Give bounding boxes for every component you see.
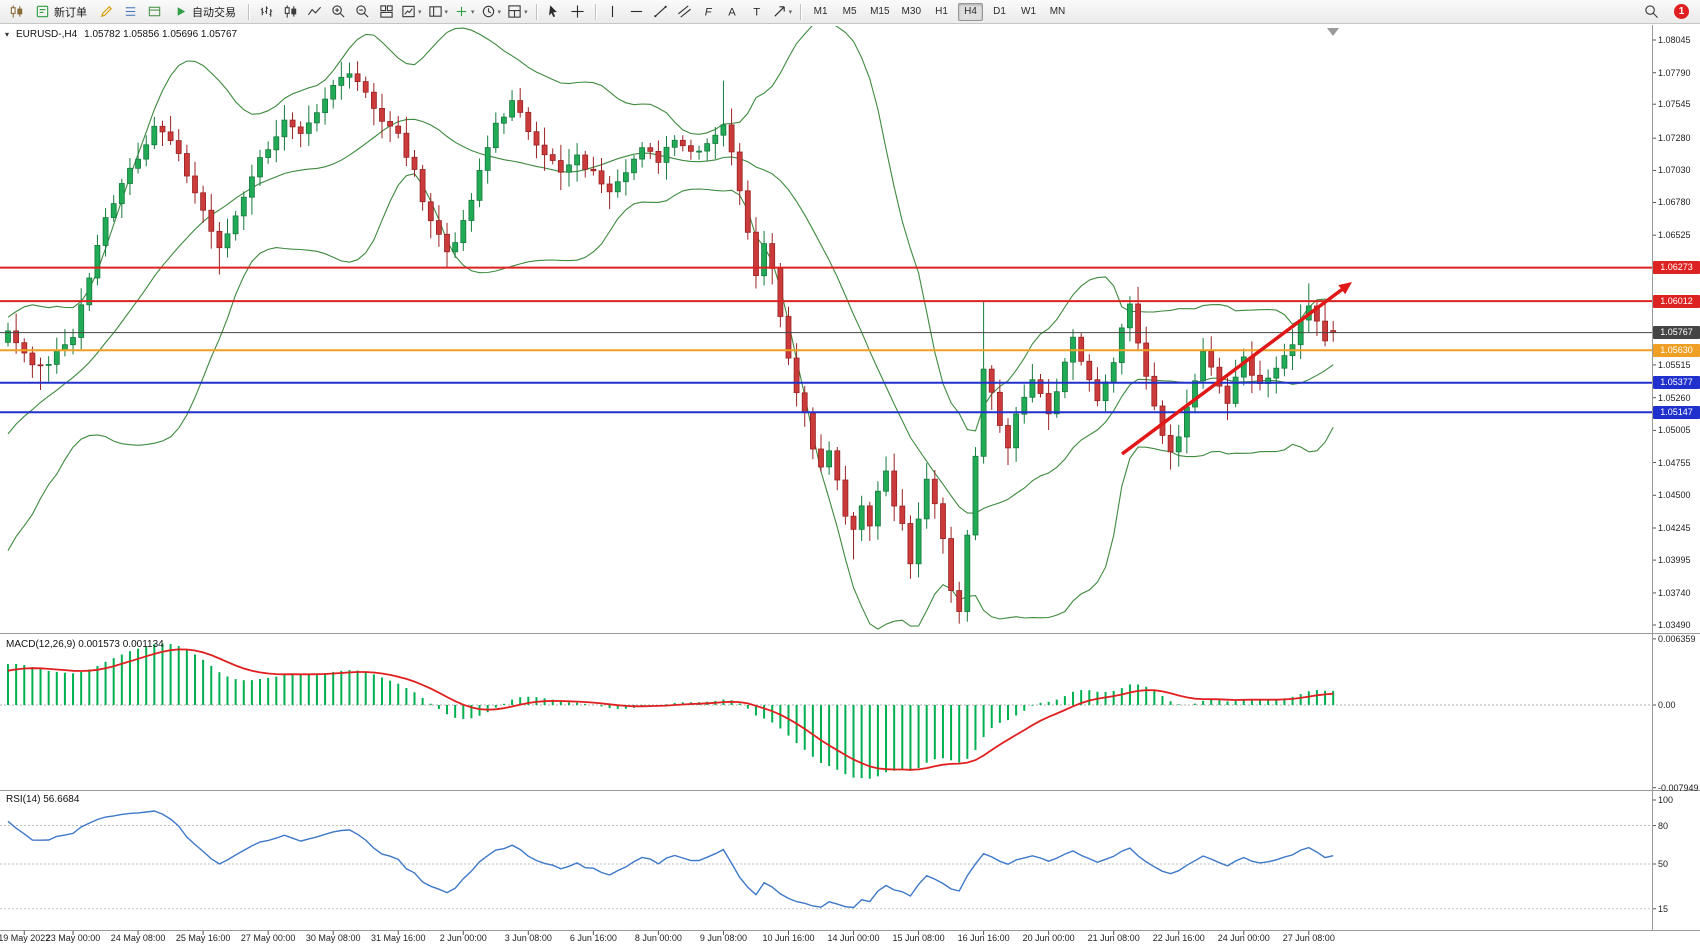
horizontal-line-icon-glyph <box>630 10 643 13</box>
toolbar-separator <box>535 3 537 20</box>
price-chart <box>5 26 1337 630</box>
horizontal-line-icon[interactable] <box>626 2 648 22</box>
new-chart-icon-dropdown[interactable]: ▾ <box>418 8 422 16</box>
svg-text:F: F <box>705 7 713 19</box>
indicators-icon-glyph <box>456 6 467 17</box>
trendline-icon-glyph <box>654 5 667 18</box>
bollinger-upper-band <box>7 26 1334 432</box>
trend-arrow-head[interactable] <box>1338 282 1352 295</box>
line-chart-mode-icon[interactable] <box>303 2 325 22</box>
crosshair-icon-glyph <box>571 5 584 18</box>
zoom-out-icon-glyph <box>355 5 369 18</box>
candles <box>5 61 1337 624</box>
macd-signal-line <box>7 648 1334 771</box>
candlestick-mode-icon-glyph <box>284 5 296 18</box>
vertical-line-icon[interactable] <box>602 2 624 22</box>
macd-panel <box>0 643 1652 779</box>
data-window-icon-glyph <box>148 6 160 17</box>
bar-chart-mode-icon-glyph <box>260 6 272 17</box>
text-label-icon[interactable]: T <box>746 2 768 22</box>
notification-badge[interactable]: 1 <box>1674 4 1689 19</box>
zoom-in-icon[interactable] <box>327 2 349 22</box>
timeframe-w1-button[interactable]: W1 <box>1021 6 1036 17</box>
profiles-icon-dropdown[interactable]: ▾ <box>444 8 449 16</box>
timeframe-d1-button[interactable]: D1 <box>993 6 1006 17</box>
tile-windows-icon[interactable] <box>375 2 397 22</box>
crosshair-icon[interactable] <box>567 2 589 22</box>
autotrading-button-label: 自动交易 <box>192 6 236 19</box>
templates-icon-glyph <box>508 5 521 18</box>
channel-icon-glyph <box>678 5 692 18</box>
timeframe-m30-button[interactable]: M30 <box>901 6 921 17</box>
new-order-button-glyph <box>36 5 49 18</box>
timeframe-m5-button[interactable]: M5 <box>842 6 857 17</box>
new-chart-icon-glyph <box>402 5 415 18</box>
zoom-in-icon-glyph <box>331 5 345 18</box>
indicators-icon-dropdown[interactable]: ▾ <box>471 8 475 16</box>
chart-shift-marker <box>1327 28 1339 36</box>
periods-icon-dropdown[interactable]: ▾ <box>497 8 502 16</box>
vertical-line-icon-glyph <box>612 5 614 18</box>
trend-arrow-line[interactable] <box>1120 285 1346 456</box>
app-chart-icon[interactable] <box>5 2 27 22</box>
trendline-icon[interactable] <box>650 2 672 22</box>
new-order-button[interactable]: 新订单 <box>29 2 93 22</box>
timeframe-mn-button[interactable]: MN <box>1049 6 1066 17</box>
metaeditor-icon[interactable] <box>95 2 117 22</box>
search-button[interactable] <box>1640 2 1662 22</box>
periods-icon-glyph <box>482 5 494 18</box>
fibonacci-icon[interactable]: F <box>698 2 720 22</box>
main-toolbar: 新订单 自动交易 ▾ ▾ ▾ ▾ ▾ F A T ▾ M1 M5 M15 M30 H1 H4 D1 W1 MN 1 <box>0 0 1700 24</box>
autotrading-button-glyph <box>177 7 186 16</box>
text-icon[interactable]: A <box>722 2 744 22</box>
arrows-icon-glyph <box>773 6 785 17</box>
bollinger-lower-band <box>7 173 1334 630</box>
rsi-line <box>7 810 1334 909</box>
bar-chart-mode-icon[interactable] <box>255 2 277 22</box>
periods-icon[interactable]: ▾ <box>479 2 504 22</box>
zoom-out-icon[interactable] <box>351 2 373 22</box>
candlestick-mode-icon[interactable] <box>279 2 301 22</box>
app-chart-icon-glyph <box>10 5 22 18</box>
bollinger-middle-band <box>7 118 1334 514</box>
market-watch-icon-glyph <box>125 7 135 16</box>
cursor-icon[interactable] <box>543 2 565 22</box>
timeframe-m1-button[interactable]: M1 <box>813 6 828 17</box>
new-order-button-label: 新订单 <box>54 6 87 19</box>
timeframe-h1-button[interactable]: H1 <box>935 6 948 17</box>
profiles-icon-glyph <box>428 6 442 17</box>
arrows-icon[interactable]: ▾ <box>770 2 795 22</box>
templates-icon[interactable]: ▾ <box>505 2 530 22</box>
macd-histogram <box>7 643 1335 779</box>
arrows-icon-dropdown[interactable]: ▾ <box>788 8 793 16</box>
new-chart-icon[interactable]: ▾ <box>399 2 424 22</box>
metaeditor-icon-glyph <box>100 6 112 18</box>
cursor-icon-glyph <box>549 5 557 18</box>
fibonacci-icon-glyph: F <box>705 7 713 19</box>
profiles-icon[interactable]: ▾ <box>426 2 451 22</box>
autotrading-button[interactable]: 自动交易 <box>167 2 242 22</box>
text-icon-glyph: A <box>728 7 736 19</box>
svg-text:T: T <box>753 7 760 19</box>
tile-windows-icon-glyph <box>379 5 393 18</box>
rsi-panel <box>0 810 1652 910</box>
line-chart-mode-icon-glyph <box>307 6 321 16</box>
timeframe-m15-button[interactable]: M15 <box>870 6 890 17</box>
timeframe-h4-button[interactable]: H4 <box>958 2 983 21</box>
svg-text:A: A <box>728 7 736 19</box>
toolbar-separator <box>248 3 249 20</box>
toolbar-separator <box>594 3 596 20</box>
data-window-icon[interactable] <box>143 2 165 22</box>
toolbar-separator <box>800 3 802 20</box>
templates-icon-dropdown[interactable]: ▾ <box>524 8 528 16</box>
channel-icon[interactable] <box>674 2 696 22</box>
text-label-icon-glyph: T <box>753 7 760 19</box>
indicators-icon[interactable]: ▾ <box>452 2 477 22</box>
market-watch-icon[interactable] <box>119 2 141 22</box>
search-icon <box>1644 5 1658 18</box>
